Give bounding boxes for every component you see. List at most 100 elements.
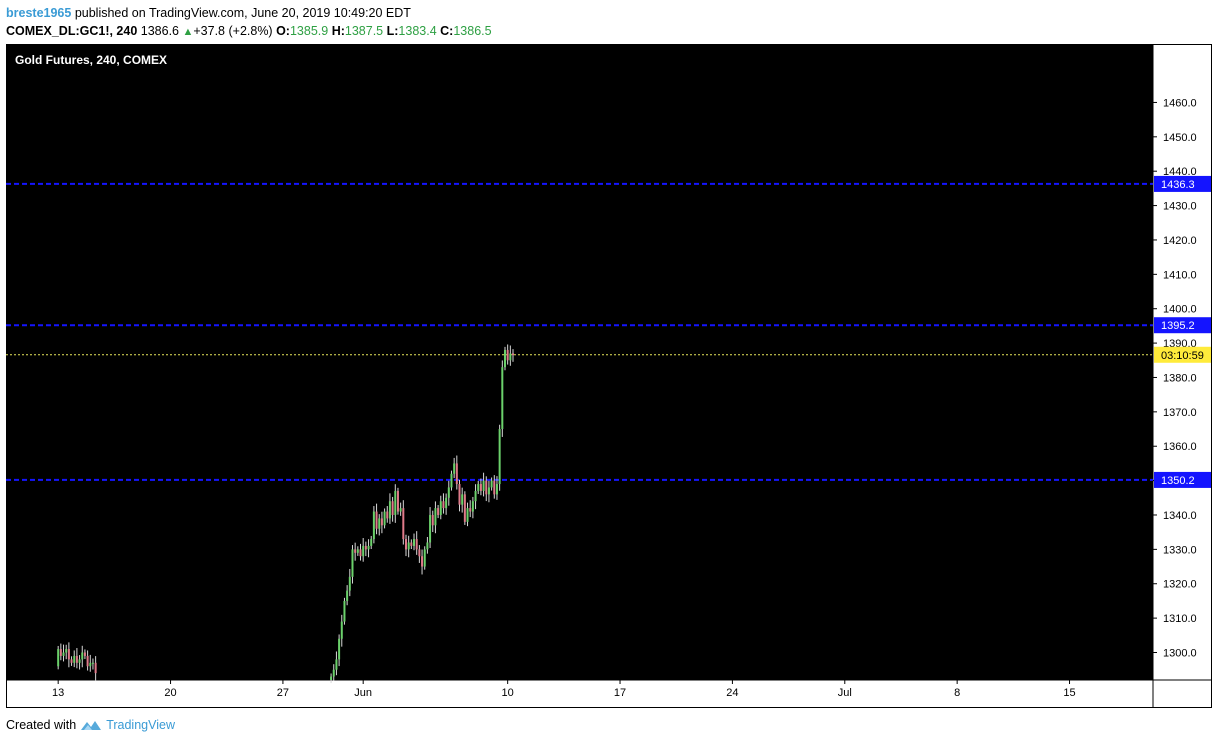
candle-body: [466, 508, 469, 522]
chart-container[interactable]: Gold Futures, 240, COMEX 1300.0 1310.0 1320…: [6, 44, 1212, 708]
x-tick-label: 13: [52, 687, 64, 699]
candle-body: [429, 514, 432, 543]
candle-body: [338, 638, 341, 660]
level-price-label: 1436.3: [1161, 179, 1195, 191]
candle-body: [413, 539, 416, 546]
candle: [362, 538, 365, 562]
countdown-tag: [1154, 346, 1211, 363]
low-label: L:: [386, 24, 399, 38]
candle: [356, 546, 359, 556]
candle: [67, 642, 70, 668]
candle: [487, 480, 490, 503]
candle: [447, 480, 450, 506]
candle: [469, 500, 472, 518]
ohlc-line: COMEX_DL:GC1!, 240 1386.6 ▲+37.8 (+2.8%)…: [6, 22, 492, 41]
candle: [477, 480, 480, 495]
x-tick-label: 27: [277, 687, 289, 699]
y-tick-label: 1320.0: [1163, 579, 1197, 591]
y-tick-label: 1310.0: [1163, 613, 1197, 625]
candle-body: [346, 590, 349, 601]
close-value: 1386.5: [453, 24, 492, 38]
candle: [493, 475, 496, 499]
candle: [399, 502, 402, 516]
candle-body: [469, 508, 472, 512]
footer: Created with TradingView: [6, 718, 175, 732]
level-price-tag: [1154, 175, 1211, 192]
tradingview-brand[interactable]: TradingView: [106, 718, 175, 732]
candle: [429, 507, 432, 548]
candle-body: [512, 353, 515, 356]
candle: [359, 543, 362, 561]
candle-body: [91, 662, 94, 664]
candle: [437, 505, 440, 519]
candle: [415, 531, 418, 555]
y-tick-label: 1370.0: [1163, 407, 1197, 419]
candle: [338, 634, 341, 667]
candle-body: [418, 549, 421, 557]
candle: [89, 654, 92, 672]
candle-body: [81, 652, 84, 660]
candle: [421, 549, 424, 575]
author-link[interactable]: breste1965: [6, 6, 72, 20]
candle: [372, 506, 375, 544]
candle-body: [89, 662, 92, 667]
candle-body: [378, 518, 381, 529]
candle: [461, 487, 464, 513]
candle-body: [471, 501, 474, 512]
candle-body: [59, 649, 62, 656]
candle: [404, 534, 407, 557]
published-text: published on TradingView.com, June 20, 2…: [74, 6, 411, 20]
price-chart[interactable]: Gold Futures, 240, COMEX1300.01310.01320…: [6, 44, 1212, 708]
candle: [65, 644, 68, 660]
candle: [383, 508, 386, 529]
level-price-label: 1395.2: [1161, 320, 1195, 332]
level-price-label: 1350.2: [1161, 475, 1195, 487]
candle-body: [447, 487, 450, 498]
x-tick-label: 17: [614, 687, 626, 699]
candle-body: [461, 494, 464, 505]
y-tick-label: 1340.0: [1163, 510, 1197, 522]
candle: [378, 514, 381, 536]
candle-body: [437, 508, 440, 515]
candle: [455, 455, 458, 490]
candle: [62, 644, 65, 662]
candle: [490, 477, 493, 491]
candle: [332, 664, 335, 681]
candle-body: [410, 542, 413, 546]
candle-body: [362, 545, 365, 557]
candle: [75, 648, 78, 669]
candle-body: [445, 497, 448, 509]
candle-body: [383, 511, 386, 526]
candle: [485, 476, 488, 502]
candle: [370, 535, 373, 550]
candle: [479, 478, 482, 496]
candle-body: [359, 549, 362, 557]
candle-body: [65, 649, 68, 653]
candle: [343, 597, 346, 625]
y-tick-label: 1330.0: [1163, 544, 1197, 556]
y-tick-label: 1400.0: [1163, 304, 1197, 316]
open-label: O:: [276, 24, 290, 38]
y-tick-label: 1430.0: [1163, 201, 1197, 213]
candle-body: [442, 501, 445, 509]
candle-body: [482, 480, 485, 491]
candle: [57, 645, 60, 670]
close-label: C:: [440, 24, 454, 38]
candle: [458, 479, 461, 512]
candle: [354, 542, 357, 561]
y-tick-label: 1380.0: [1163, 372, 1197, 384]
candle: [388, 493, 391, 524]
candle-body: [439, 501, 442, 515]
candle-body: [340, 621, 343, 639]
candle: [498, 424, 501, 491]
candle-body: [450, 473, 453, 488]
open-value: 1385.9: [289, 24, 329, 38]
x-tick-label: 8: [954, 687, 960, 699]
time-axis-background: [6, 680, 1153, 708]
candle-body: [75, 655, 78, 663]
candle: [445, 493, 448, 515]
up-arrow-icon: ▲: [182, 26, 194, 38]
candle: [351, 545, 354, 584]
candle: [394, 484, 397, 523]
candle-body: [431, 514, 434, 526]
